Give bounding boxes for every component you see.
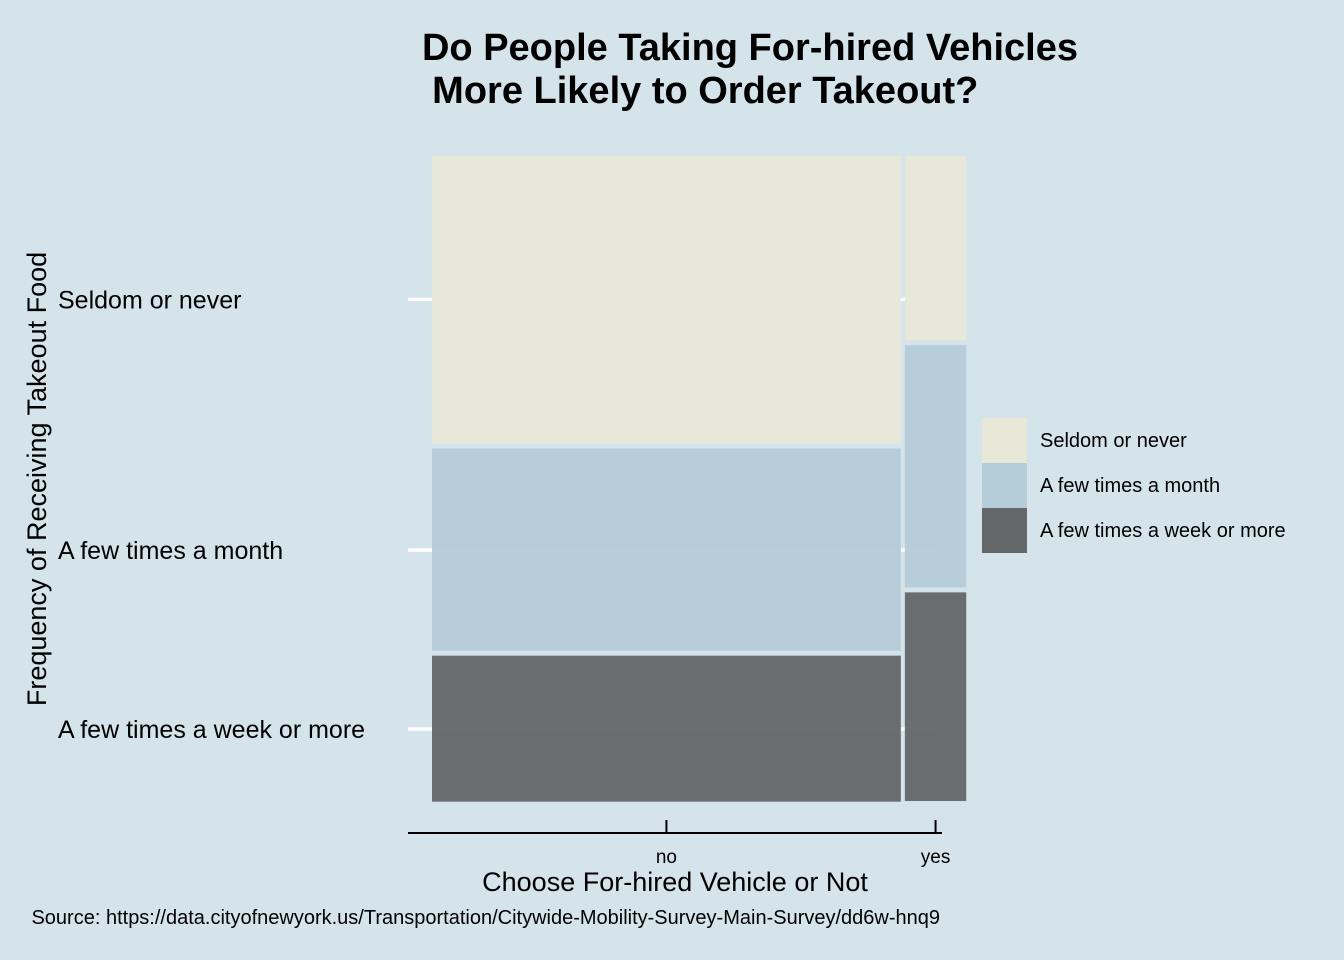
tile-yes-a-few-times-a-week-or-more: [904, 592, 967, 802]
tile-no-a-few-times-a-week-or-more: [432, 655, 901, 802]
x-axis-title: Choose For-hired Vehicle or Not: [482, 867, 868, 897]
tile-yes-a-few-times-a-month: [904, 345, 967, 588]
chart-title-line-2: More Likely to Order Takeout?: [422, 70, 979, 112]
y-axis-ticks: Seldom or never A few times a month A few …: [58, 286, 365, 744]
y-axis-title: Frequency of Receiving Takeout Food: [22, 252, 52, 706]
tile-yes-seldom-or-never: [904, 156, 967, 341]
chart-title-line-1: Do People Taking For-hired Vehicles: [422, 27, 1078, 69]
x-tick-label-no: no: [656, 847, 677, 868]
x-tick-label-yes: yes: [921, 847, 951, 868]
legend-label-seldom-or-never: Seldom or never: [1040, 430, 1187, 452]
legend-label-a-few-times-a-week-or-more: A few times a week or more: [1040, 520, 1286, 542]
legend-label-a-few-times-a-month: A few times a month: [1040, 475, 1220, 497]
tile-no-seldom-or-never: [432, 156, 901, 444]
source-caption: Source: https://data.cityofnewyork.us/Tr…: [31, 907, 940, 929]
legend-swatch-seldom-or-never: [982, 418, 1027, 463]
y-tick-label-a-few-times-a-month: A few times a month: [58, 537, 283, 565]
legend: Seldom or never A few times a month A few …: [982, 418, 1286, 553]
legend-swatch-a-few-times-a-week-or-more: [982, 508, 1027, 553]
tile-no-a-few-times-a-month: [432, 448, 901, 651]
y-tick-label-seldom-or-never: Seldom or never: [58, 286, 241, 314]
x-axis: no yes: [408, 820, 950, 868]
mosaic-tiles: [432, 156, 967, 802]
legend-swatch-a-few-times-a-month: [982, 463, 1027, 508]
y-tick-label-a-few-times-a-week-or-more: A few times a week or more: [58, 716, 365, 744]
